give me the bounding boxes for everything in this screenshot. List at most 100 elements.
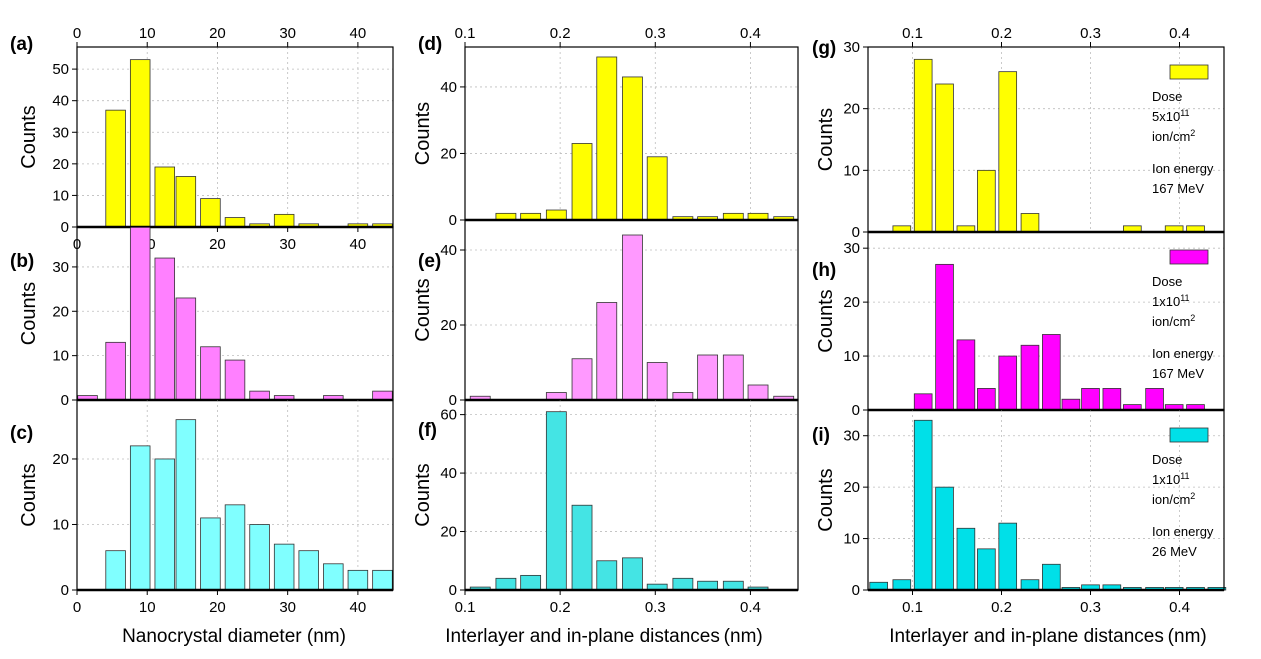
- y-tick-label: 20: [52, 303, 69, 320]
- bar: [935, 263, 954, 411]
- y-tick-label: 20: [440, 524, 457, 541]
- panel-label: (b): [10, 251, 34, 272]
- legend-dose-label: Dose: [1152, 89, 1182, 104]
- legend-dose-value: 1x1011: [1152, 293, 1190, 309]
- bar: [545, 411, 567, 591]
- legend-energy-value: 26 MeV: [1152, 544, 1197, 559]
- x-tick-label: 0.1: [902, 599, 923, 616]
- bar: [913, 393, 933, 411]
- x-tick-label: 0.2: [550, 599, 571, 616]
- panel-label: (d): [418, 34, 442, 55]
- legend-unit: ion/cm2: [1152, 491, 1195, 507]
- y-tick-label: 30: [52, 124, 69, 141]
- legend-dose-label: Dose: [1152, 452, 1182, 467]
- bar: [1020, 344, 1040, 411]
- bar: [646, 156, 668, 221]
- bar: [372, 390, 393, 401]
- bar: [129, 59, 151, 228]
- panel-label: (i): [812, 425, 830, 446]
- bar: [977, 548, 996, 591]
- x-tick-label: 0: [73, 599, 81, 616]
- bar: [672, 577, 694, 591]
- y-tick-label: 20: [52, 451, 69, 468]
- y-tick-label: 60: [440, 407, 457, 424]
- y-tick-label: 30: [52, 259, 69, 276]
- bar: [1020, 579, 1040, 591]
- y-axis-label: Counts: [18, 463, 40, 526]
- x-tick-label: 0.1: [455, 599, 476, 616]
- top-tick-label: 10: [139, 25, 156, 42]
- legend-dose-exponent: 11: [1180, 471, 1189, 481]
- bar: [622, 557, 643, 591]
- bar: [956, 527, 976, 591]
- panel-b: 0 10 20 30 Counts (b): [10, 226, 394, 409]
- y-tick-label: 40: [52, 93, 69, 110]
- x-tick-label: 40: [350, 236, 367, 253]
- bar: [224, 504, 246, 591]
- bar: [998, 355, 1018, 411]
- x-tick-label: 0.2: [991, 599, 1012, 616]
- legend-energy-value: 167 MeV: [1152, 366, 1204, 381]
- y-tick-label: 10: [843, 348, 860, 365]
- top-tick-label: 0.2: [550, 25, 571, 42]
- legend-unit-exponent: 2: [1190, 313, 1195, 323]
- panel-c: 0 10 20 0 10 20 30 40 Counts (c): [10, 399, 394, 616]
- panel-g: 0 10 20 30 0.1 0.2 0.3 0.4 Counts (g) Dose 5x1011 io…: [812, 25, 1225, 241]
- y-tick-label: 0: [852, 224, 860, 241]
- top-tick-label: 30: [279, 25, 296, 42]
- legend-dose-label: Dose: [1152, 274, 1182, 289]
- bar: [697, 580, 719, 591]
- panel-f: 0 20 40 60 0.1 0.2 0.3 0.4 Counts (f): [412, 399, 799, 616]
- bar: [298, 550, 319, 591]
- y-axis-label: Counts: [815, 468, 837, 531]
- y-tick-label: 40: [440, 242, 457, 259]
- top-tick-label: 0.3: [645, 25, 666, 42]
- legend-energy-label: Ion energy: [1152, 346, 1214, 361]
- bar: [747, 384, 769, 401]
- panel-h: 0 10 20 30 Counts (h) Dose 1x1011 ion/cm2 Ion ene…: [812, 231, 1225, 419]
- bar: [571, 504, 593, 591]
- y-tick-label: 0: [61, 392, 69, 409]
- x-axis-label-right: Interlayer and in-plane distances (nm): [889, 626, 1206, 647]
- legend-dose-value: 1x1011: [1152, 471, 1190, 487]
- legend-swatch: [1169, 64, 1209, 80]
- y-tick-label: 40: [440, 465, 457, 482]
- x-axis-label-left: Nanocrystal diameter (nm): [122, 626, 346, 647]
- legend-dose-exponent: 11: [1180, 293, 1189, 303]
- x-tick-label: 0.3: [1080, 599, 1101, 616]
- y-tick-label: 40: [440, 79, 457, 96]
- bar: [956, 339, 976, 411]
- top-tick-label: 0.4: [1169, 25, 1190, 42]
- bar: [347, 569, 369, 591]
- bar: [224, 359, 246, 401]
- y-tick-label: 0: [449, 392, 457, 409]
- y-tick-label: 20: [843, 479, 860, 496]
- legend-energy-label: Ion energy: [1152, 524, 1214, 539]
- bar: [1145, 388, 1164, 411]
- top-tick-label: 0.2: [991, 25, 1012, 42]
- bar: [622, 234, 643, 401]
- legend-energy-label: Ion energy: [1152, 161, 1214, 176]
- y-axis-label: Counts: [18, 105, 40, 168]
- y-tick-label: 0: [61, 219, 69, 236]
- bar: [571, 358, 593, 401]
- panel-label: (a): [10, 34, 33, 55]
- panel-label: (e): [418, 251, 441, 272]
- bar: [175, 297, 197, 401]
- bar: [646, 362, 668, 401]
- bar: [722, 580, 744, 591]
- panel-a: 01020304050010203040010203040Counts(a): [10, 25, 394, 253]
- top-tick-label: 40: [350, 25, 367, 42]
- bar: [977, 169, 996, 233]
- bar: [175, 419, 197, 591]
- y-axis-label: Counts: [412, 102, 434, 165]
- bar: [1102, 388, 1122, 411]
- bar: [913, 58, 933, 233]
- x-tick-label: 10: [139, 599, 156, 616]
- y-tick-label: 20: [843, 101, 860, 118]
- top-tick-label: 0: [73, 25, 81, 42]
- x-tick-label: 30: [279, 599, 296, 616]
- x-tick-label: 0.4: [1169, 599, 1190, 616]
- legend-dose-exponent: 11: [1180, 108, 1189, 118]
- bar: [129, 445, 151, 591]
